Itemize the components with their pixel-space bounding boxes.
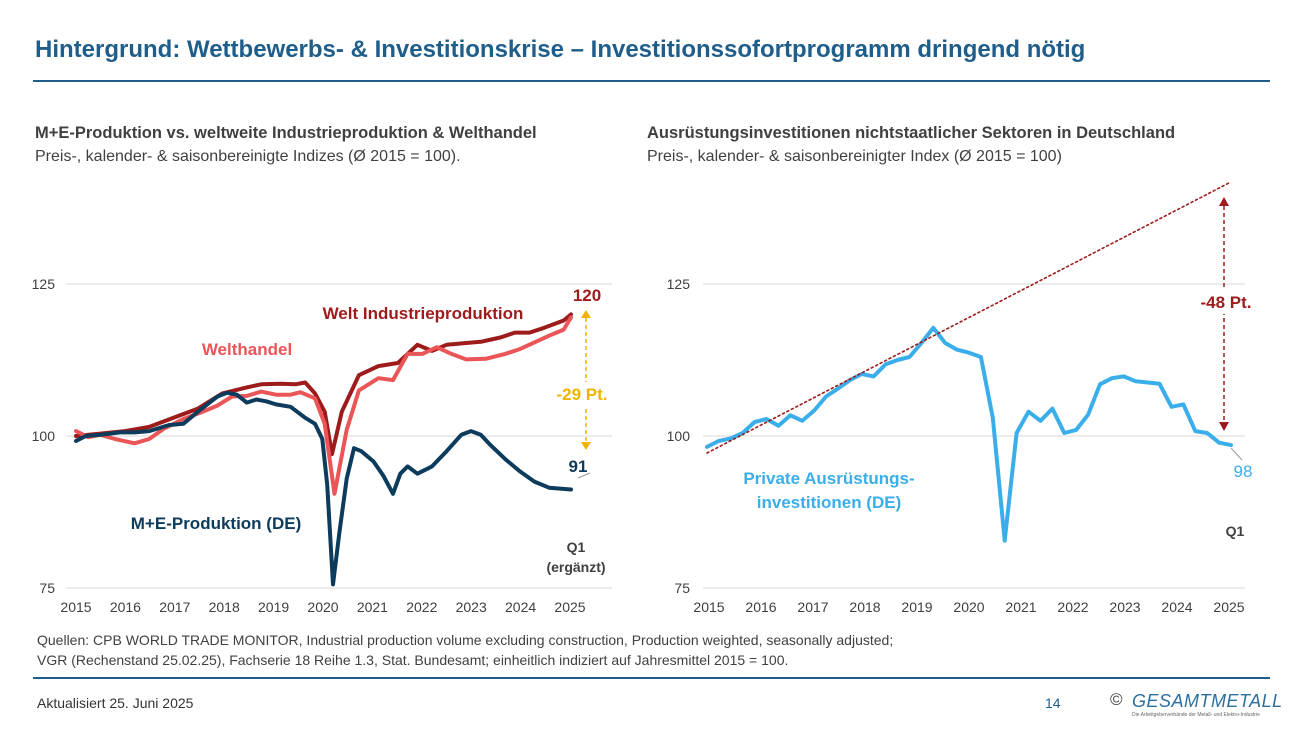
left-series-group [74, 312, 573, 587]
right-chart: 125 100 75 2015 2016 2017 2018 2019 2020 2021 2… [667, 181, 1258, 615]
gap-label-left: -29 Pt. [556, 385, 607, 404]
updated-date: Aktualisiert 25. Juni 2025 [37, 695, 194, 711]
right-series-trend [706, 181, 1232, 454]
gesamtmetall-logo: © GESAMTMETALL Die Arbeitgeberverbände d… [1110, 690, 1283, 722]
right-series-group [705, 181, 1233, 543]
right-ytick: 125 [667, 276, 691, 292]
end-value-me-leader [577, 472, 591, 479]
end-value-me: 91 [569, 457, 588, 476]
left-chart-title: M+E-Produktion vs. weltweite Industriepr… [35, 124, 537, 142]
right-series-private-ausr-stungsinvestitionen-de [705, 325, 1233, 543]
left-series-m-e-produktion-de [74, 390, 573, 587]
right-xtick-2016: 2016 [745, 599, 776, 615]
left-ytick: 75 [39, 580, 55, 596]
gap-arrowhead-bottom-right [1219, 422, 1229, 431]
right-xtick-2021: 2021 [1005, 599, 1036, 615]
gap-arrowhead-top-left [581, 310, 591, 318]
end-value-welt: 120 [573, 286, 601, 305]
left-xtick-2015: 2015 [60, 599, 91, 615]
left-xtick-2021: 2021 [357, 599, 388, 615]
left-xtick-2024: 2024 [505, 599, 536, 615]
label-welthandel: Welthandel [202, 340, 292, 359]
left-xtick-2020: 2020 [307, 599, 338, 615]
left-chart: 125 100 75 2015 2016 2017 2018 2019 2020 2021 2… [32, 276, 617, 615]
left-xtick-2022: 2022 [406, 599, 437, 615]
sources: Quellen: CPB WORLD TRADE MONITOR, Indust… [37, 630, 893, 670]
end-value-leader [1230, 447, 1243, 461]
label-me-produktion: M+E-Produktion (DE) [131, 514, 301, 533]
right-xtick-2022: 2022 [1057, 599, 1088, 615]
gap-arrowhead-bottom-left [581, 442, 591, 450]
right-xtick-2018: 2018 [849, 599, 880, 615]
right-chart-subtitle: Preis-, kalender- & saisonbereinigter In… [647, 148, 1062, 165]
right-chart-title: Ausrüstungsinvestitionen nichtstaatliche… [647, 124, 1176, 142]
right-xtick-2017: 2017 [797, 599, 828, 615]
label-welt-industrieproduktion: Welt Industrieproduktion [323, 304, 524, 323]
right-ytick: 75 [674, 580, 690, 596]
gap-arrowhead-top-right [1219, 197, 1229, 206]
logo-tagline: Die Arbeitgeberverbände der Metall- und … [1132, 712, 1260, 718]
gap-label-bg-left [547, 382, 617, 406]
source-line: Quellen: CPB WORLD TRADE MONITOR, Indust… [37, 632, 894, 648]
page-number: 14 [1045, 695, 1061, 711]
left-xtick-2025: 2025 [554, 599, 585, 615]
right-xtick-2020: 2020 [953, 599, 984, 615]
right-xtick-2024: 2024 [1161, 599, 1192, 615]
left-xtick-2023: 2023 [456, 599, 487, 615]
label-private-ausruestung-2: investitionen (DE) [757, 493, 902, 512]
left-chart-subtitle: Preis-, kalender- & saisonbereinigte Ind… [35, 148, 461, 165]
gap-label-right: -48 Pt. [1200, 293, 1251, 312]
left-series-welt-industrieproduktion [74, 312, 573, 457]
right-xtick-2019: 2019 [901, 599, 932, 615]
left-ytick: 100 [32, 428, 56, 444]
end-value-ausruestung: 98 [1234, 462, 1253, 481]
logo-wordmark: GESAMTMETALL [1132, 691, 1283, 711]
source-line: VGR (Rechenstand 25.02.25), Fachserie 18… [37, 652, 789, 668]
page-title: Hintergrund: Wettbewerbs- & Investitions… [35, 36, 1086, 63]
gap-label-bg-right [1192, 290, 1258, 314]
right-xaxis-labels: 2015 2016 2017 2018 2019 2020 2021 2022 2023 2024… [693, 599, 1244, 615]
left-xaxis-labels: 2015 2016 2017 2018 2019 2020 2021 2022 2023 2024… [60, 599, 585, 615]
left-xtick-2019: 2019 [258, 599, 289, 615]
footer-rule [33, 677, 1270, 679]
q1-label-left: Q1 [567, 539, 586, 555]
q1-label-right: Q1 [1226, 523, 1245, 539]
copyright-icon: © [1110, 690, 1123, 709]
left-xtick-2017: 2017 [159, 599, 190, 615]
left-xtick-2018: 2018 [209, 599, 240, 615]
right-xtick-2025: 2025 [1213, 599, 1244, 615]
left-ytick: 125 [32, 276, 56, 292]
q1-note-left: (ergänzt) [546, 559, 605, 575]
left-series-welthandel [74, 315, 573, 496]
right-xtick-2015: 2015 [693, 599, 724, 615]
right-xtick-2023: 2023 [1109, 599, 1140, 615]
label-private-ausruestung-1: Private Ausrüstungs- [743, 469, 914, 488]
right-ytick: 100 [667, 428, 691, 444]
header-rule [33, 80, 1270, 82]
left-xtick-2016: 2016 [110, 599, 141, 615]
